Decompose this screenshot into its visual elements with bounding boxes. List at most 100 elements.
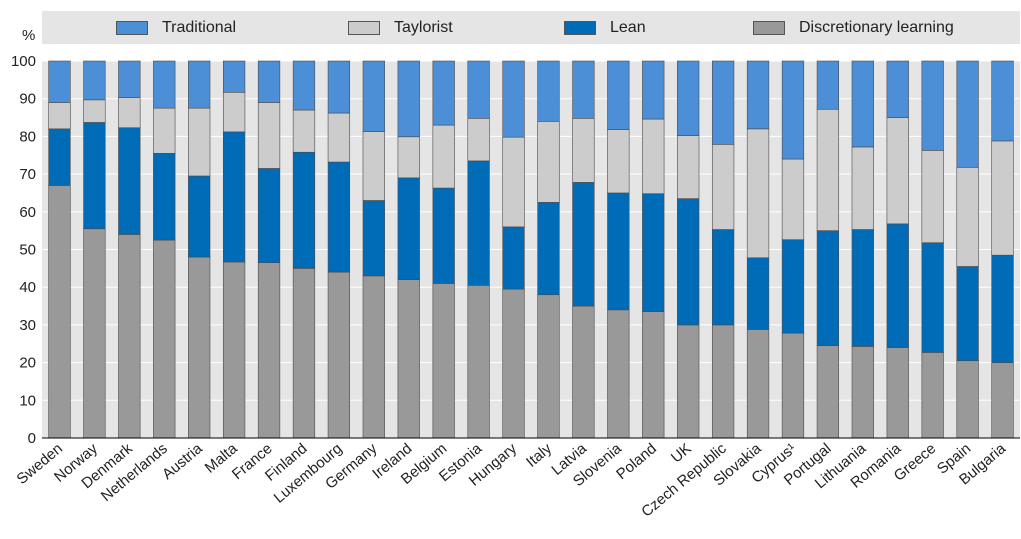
bar-lean-9 [362, 200, 385, 277]
bar-lean-21 [781, 239, 805, 334]
bar-traditional-1 [83, 60, 106, 101]
bar-taylorist-7 [292, 109, 316, 153]
bar-traditional-8 [327, 60, 351, 114]
bar-taylorist-18 [677, 135, 700, 199]
bar-lean-23 [851, 229, 874, 347]
bar-traditional-12 [467, 60, 490, 119]
bar-taylorist-10 [397, 136, 420, 179]
bar-discretionary-learning-9 [362, 275, 385, 439]
bar-discretionary-learning-26 [956, 360, 979, 439]
bar-traditional-10 [397, 60, 420, 138]
bar-lean-10 [397, 177, 420, 280]
y-tick-label-30: 30 [19, 317, 36, 334]
x-tick-label-4: Austria [159, 440, 206, 483]
bar-discretionary-learning-17 [642, 311, 665, 439]
y-tick-label-20: 20 [19, 355, 36, 372]
legend-item-lean: Lean [564, 19, 646, 37]
bar-taylorist-9 [362, 131, 385, 201]
bar-discretionary-learning-21 [781, 332, 805, 439]
bar-lean-3 [153, 153, 176, 241]
bar-taylorist-1 [83, 99, 106, 123]
bar-discretionary-learning-1 [83, 228, 106, 439]
legend-item-taylorist: Taylorist [348, 19, 453, 37]
x-tick-label-17: Poland [613, 440, 660, 483]
bar-taylorist-16 [607, 129, 630, 194]
bar-discretionary-learning-27 [991, 362, 1014, 439]
bar-taylorist-5 [222, 91, 246, 133]
bar-discretionary-learning-13 [502, 288, 525, 439]
bar-traditional-6 [257, 60, 281, 103]
bar-taylorist-12 [467, 118, 490, 162]
bar-taylorist-11 [432, 124, 455, 189]
bar-lean-18 [677, 198, 700, 326]
bar-taylorist-8 [327, 112, 351, 163]
bar-traditional-26 [956, 60, 979, 168]
bar-discretionary-learning-5 [222, 261, 246, 439]
bar-lean-17 [642, 193, 665, 313]
bar-lean-8 [327, 161, 351, 273]
bar-discretionary-learning-15 [572, 305, 595, 439]
bar-taylorist-13 [502, 136, 525, 228]
bar-taylorist-14 [537, 121, 560, 203]
bar-discretionary-learning-14 [537, 294, 560, 439]
legend-swatch-taylorist [348, 21, 380, 35]
bar-lean-25 [921, 242, 944, 353]
bar-traditional-21 [781, 60, 805, 160]
y-tick-label-80: 80 [19, 128, 36, 145]
legend-item-traditional: Traditional [116, 19, 236, 37]
y-tick-label-0: 0 [28, 430, 36, 447]
bar-traditional-14 [537, 60, 560, 122]
bar-taylorist-21 [781, 158, 805, 240]
bar-lean-0 [48, 128, 71, 186]
bar-discretionary-learning-18 [677, 324, 700, 439]
y-tick-label-10: 10 [19, 392, 36, 409]
bar-lean-22 [816, 230, 840, 346]
bar-lean-12 [467, 160, 490, 286]
bar-traditional-18 [677, 60, 700, 136]
bar-traditional-0 [48, 60, 71, 103]
y-tick-label-70: 70 [19, 166, 36, 183]
bar-traditional-5 [222, 60, 246, 93]
bar-discretionary-learning-4 [188, 256, 211, 439]
bar-discretionary-learning-2 [118, 234, 141, 439]
bar-discretionary-learning-7 [292, 268, 316, 439]
bar-discretionary-learning-11 [432, 283, 455, 439]
bar-traditional-20 [746, 60, 770, 130]
bar-discretionary-learning-24 [886, 347, 909, 439]
bar-traditional-15 [572, 60, 595, 119]
bar-traditional-19 [711, 60, 735, 145]
bar-lean-4 [188, 175, 211, 258]
bar-lean-15 [572, 182, 595, 307]
bar-traditional-4 [188, 60, 211, 109]
bar-traditional-11 [432, 60, 455, 126]
legend-swatch-traditional [116, 21, 148, 35]
y-tick-label-90: 90 [19, 91, 36, 108]
bar-traditional-9 [362, 60, 385, 132]
bar-taylorist-19 [711, 144, 735, 230]
bar-discretionary-learning-10 [397, 279, 420, 439]
bar-discretionary-learning-16 [607, 309, 630, 439]
bar-discretionary-learning-6 [257, 262, 281, 439]
legend-swatch-lean [564, 21, 596, 35]
bar-taylorist-24 [886, 117, 909, 225]
bar-lean-26 [956, 266, 979, 362]
bar-traditional-23 [851, 60, 874, 148]
bar-traditional-24 [886, 60, 909, 118]
bar-traditional-13 [502, 60, 525, 138]
bar-taylorist-17 [642, 118, 665, 195]
bar-lean-24 [886, 223, 909, 348]
bar-discretionary-learning-19 [711, 324, 735, 439]
bar-taylorist-22 [816, 108, 840, 231]
bar-traditional-2 [118, 60, 141, 98]
bar-lean-5 [222, 131, 246, 263]
bar-traditional-25 [921, 60, 944, 151]
bar-lean-20 [746, 257, 770, 330]
bar-traditional-27 [991, 60, 1014, 142]
bar-lean-27 [991, 254, 1014, 363]
legend: Traditional Taylorist Lean Discretionary… [42, 11, 1020, 44]
legend-label-lean: Lean [610, 19, 646, 36]
bar-lean-7 [292, 151, 316, 269]
bar-lean-1 [83, 122, 106, 230]
y-tick-label-60: 60 [19, 204, 36, 221]
bar-discretionary-learning-3 [153, 239, 176, 439]
